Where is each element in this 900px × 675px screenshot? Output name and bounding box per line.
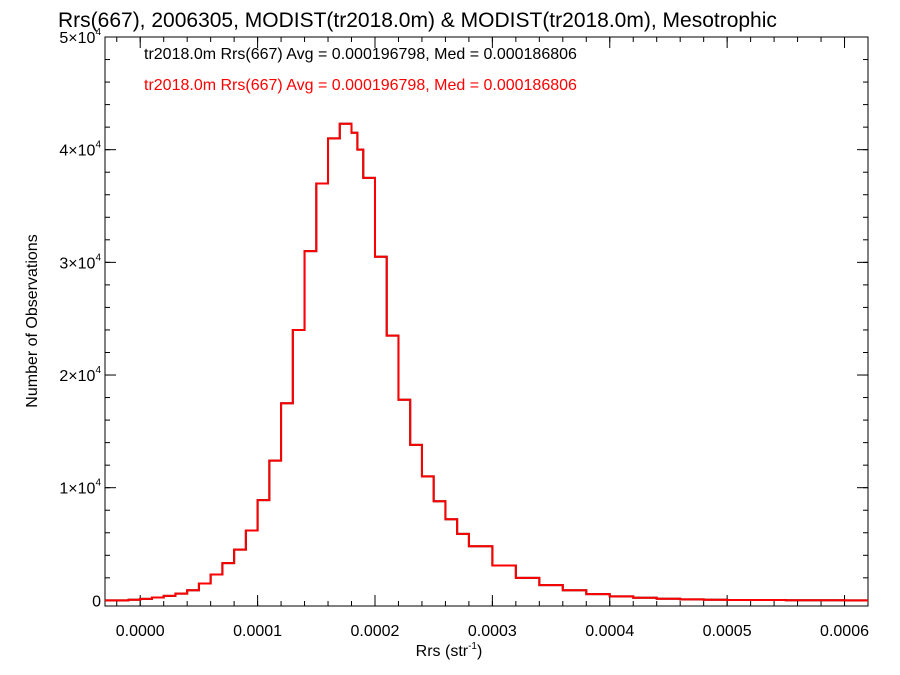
legend: tr2018.0m Rrs(667) Avg = 0.000196798, Me… <box>144 46 577 94</box>
x-axis-label-sup: -1 <box>468 641 477 652</box>
y-tick-label: 4×104 <box>59 140 101 160</box>
y-axis-label: Number of Observations <box>24 234 41 407</box>
y-tick-label: 2×104 <box>59 365 101 385</box>
x-tick-label: 0.0002 <box>351 623 400 640</box>
series-line-red <box>105 122 868 602</box>
x-tick-label: 0.0005 <box>703 623 752 640</box>
x-axis-label-main: Rrs (str <box>416 643 469 660</box>
y-tick-label: 0 <box>92 593 101 610</box>
x-tick-labels: 0.0000 0.0001 0.0002 0.0003 0.0004 0.0005 0.00… <box>116 623 869 640</box>
y-tick-labels: 0 1×104 2×104 3×104 4×104 5×104 <box>59 27 101 610</box>
legend-entry-black: tr2018.0m Rrs(667) Avg = 0.000196798, Me… <box>144 46 577 63</box>
legend-entry-red: tr2018.0m Rrs(667) Avg = 0.000196798, Me… <box>144 77 577 94</box>
x-tick-label: 0.0004 <box>585 623 634 640</box>
y-tick-label: 1×104 <box>59 478 101 498</box>
chart-title: Rrs(667), 2006305, MODIST(tr2018.0m) & M… <box>58 9 777 32</box>
plot-frame <box>104 36 869 607</box>
axis-ticks <box>105 36 869 606</box>
series-layer <box>105 122 868 602</box>
x-tick-label: 0.0001 <box>233 623 282 640</box>
y-tick-label: 3×104 <box>59 252 101 272</box>
x-tick-label: 0.0006 <box>820 623 869 640</box>
x-tick-label: 0.0003 <box>468 623 517 640</box>
x-axis-label: Rrs (str-1) <box>416 641 483 660</box>
x-tick-label: 0.0000 <box>116 623 165 640</box>
x-axis-label-suffix: ) <box>477 643 482 660</box>
y-tick-label: 5×104 <box>59 27 101 47</box>
